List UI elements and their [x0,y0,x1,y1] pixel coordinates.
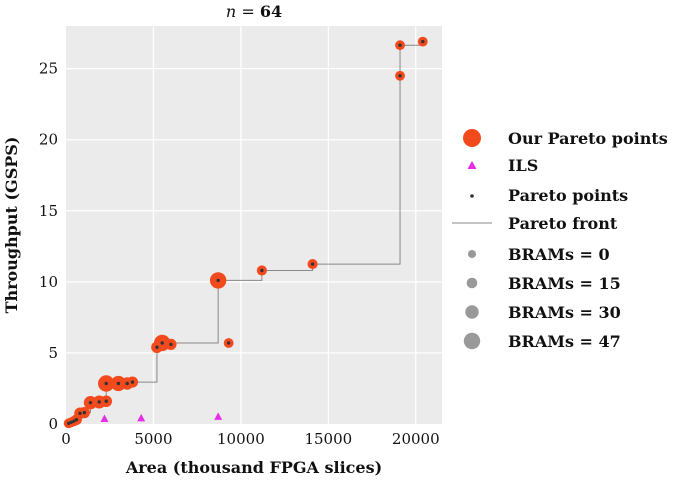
x-axis-label: Area (thousand FPGA slices) [125,458,382,477]
pareto-point [226,341,231,345]
pareto-point [155,345,159,349]
pareto-point [72,419,76,423]
y-tick-label: 15 [39,202,58,220]
pareto-point [260,268,264,273]
legend-brams-15-marker [466,277,478,289]
legend-brams-15-label: BRAMs = 15 [508,274,621,293]
pareto-point [421,39,425,44]
pareto-point [216,278,220,283]
pareto-point [310,262,315,266]
chart-title-equals: = [236,2,260,21]
legend-brams-30-marker [465,305,479,319]
legend-ils-marker [467,161,477,169]
legend-ours-label: Our Pareto points [508,129,668,148]
pareto-point [398,74,402,78]
pareto-point [69,420,73,424]
x-tick-label: 10000 [217,430,265,448]
ils-point [100,414,109,423]
x-tick-label: 20000 [392,430,440,448]
plot-background [66,26,442,424]
legend-brams-0-label: BRAMs = 0 [508,245,610,264]
pareto-point [82,410,87,415]
pareto-point [130,380,135,384]
legend-ours-marker [463,129,481,147]
pareto-point [66,421,71,425]
pareto-point [104,399,108,403]
pareto-point [78,411,82,416]
chart-title: n = 64 [226,2,282,21]
y-axis-label: Throughput (GSPS) [2,137,21,314]
x-tick-label: 0 [61,430,71,448]
y-ticks: 0 5 10 15 20 25 [39,60,58,433]
pareto-point [97,400,101,404]
legend-brams-47-label: BRAMs = 47 [508,332,621,351]
marks-layer [63,36,428,429]
x-tick-label: 5000 [134,430,172,448]
x-ticks: 0 5000 10000 15000 20000 [61,430,439,448]
y-tick-label: 5 [48,344,58,362]
pareto-point [169,342,173,347]
pareto-point [116,381,121,386]
y-tick-label: 20 [39,131,58,149]
legend-ils-label: ILS [508,156,538,175]
chart-title-value: 64 [260,2,282,21]
ils-point [214,412,223,420]
pareto-point [398,43,402,47]
chart-title-variable: n [226,2,236,21]
pareto-point [125,381,129,386]
grid [66,26,442,424]
pareto-point [160,341,164,345]
legend-brams-30-label: BRAMs = 30 [508,303,621,322]
pareto-point [74,418,79,422]
legend-brams-47-marker [463,332,481,350]
legend-pareto-front-label: Pareto front [508,214,618,233]
pareto-point [104,381,108,386]
ils-point [137,413,146,422]
y-tick-label: 25 [39,60,58,78]
legend-brams-0-marker [468,250,476,258]
x-tick-label: 15000 [304,430,352,448]
y-tick-label: 10 [39,273,58,291]
pareto-point [88,400,93,405]
y-tick-label: 0 [48,415,58,433]
legend-pareto-points-marker [470,194,474,198]
legend: Our Pareto points ILS Pareto points Pare… [452,129,668,351]
legend-pareto-points-label: Pareto points [508,186,628,205]
